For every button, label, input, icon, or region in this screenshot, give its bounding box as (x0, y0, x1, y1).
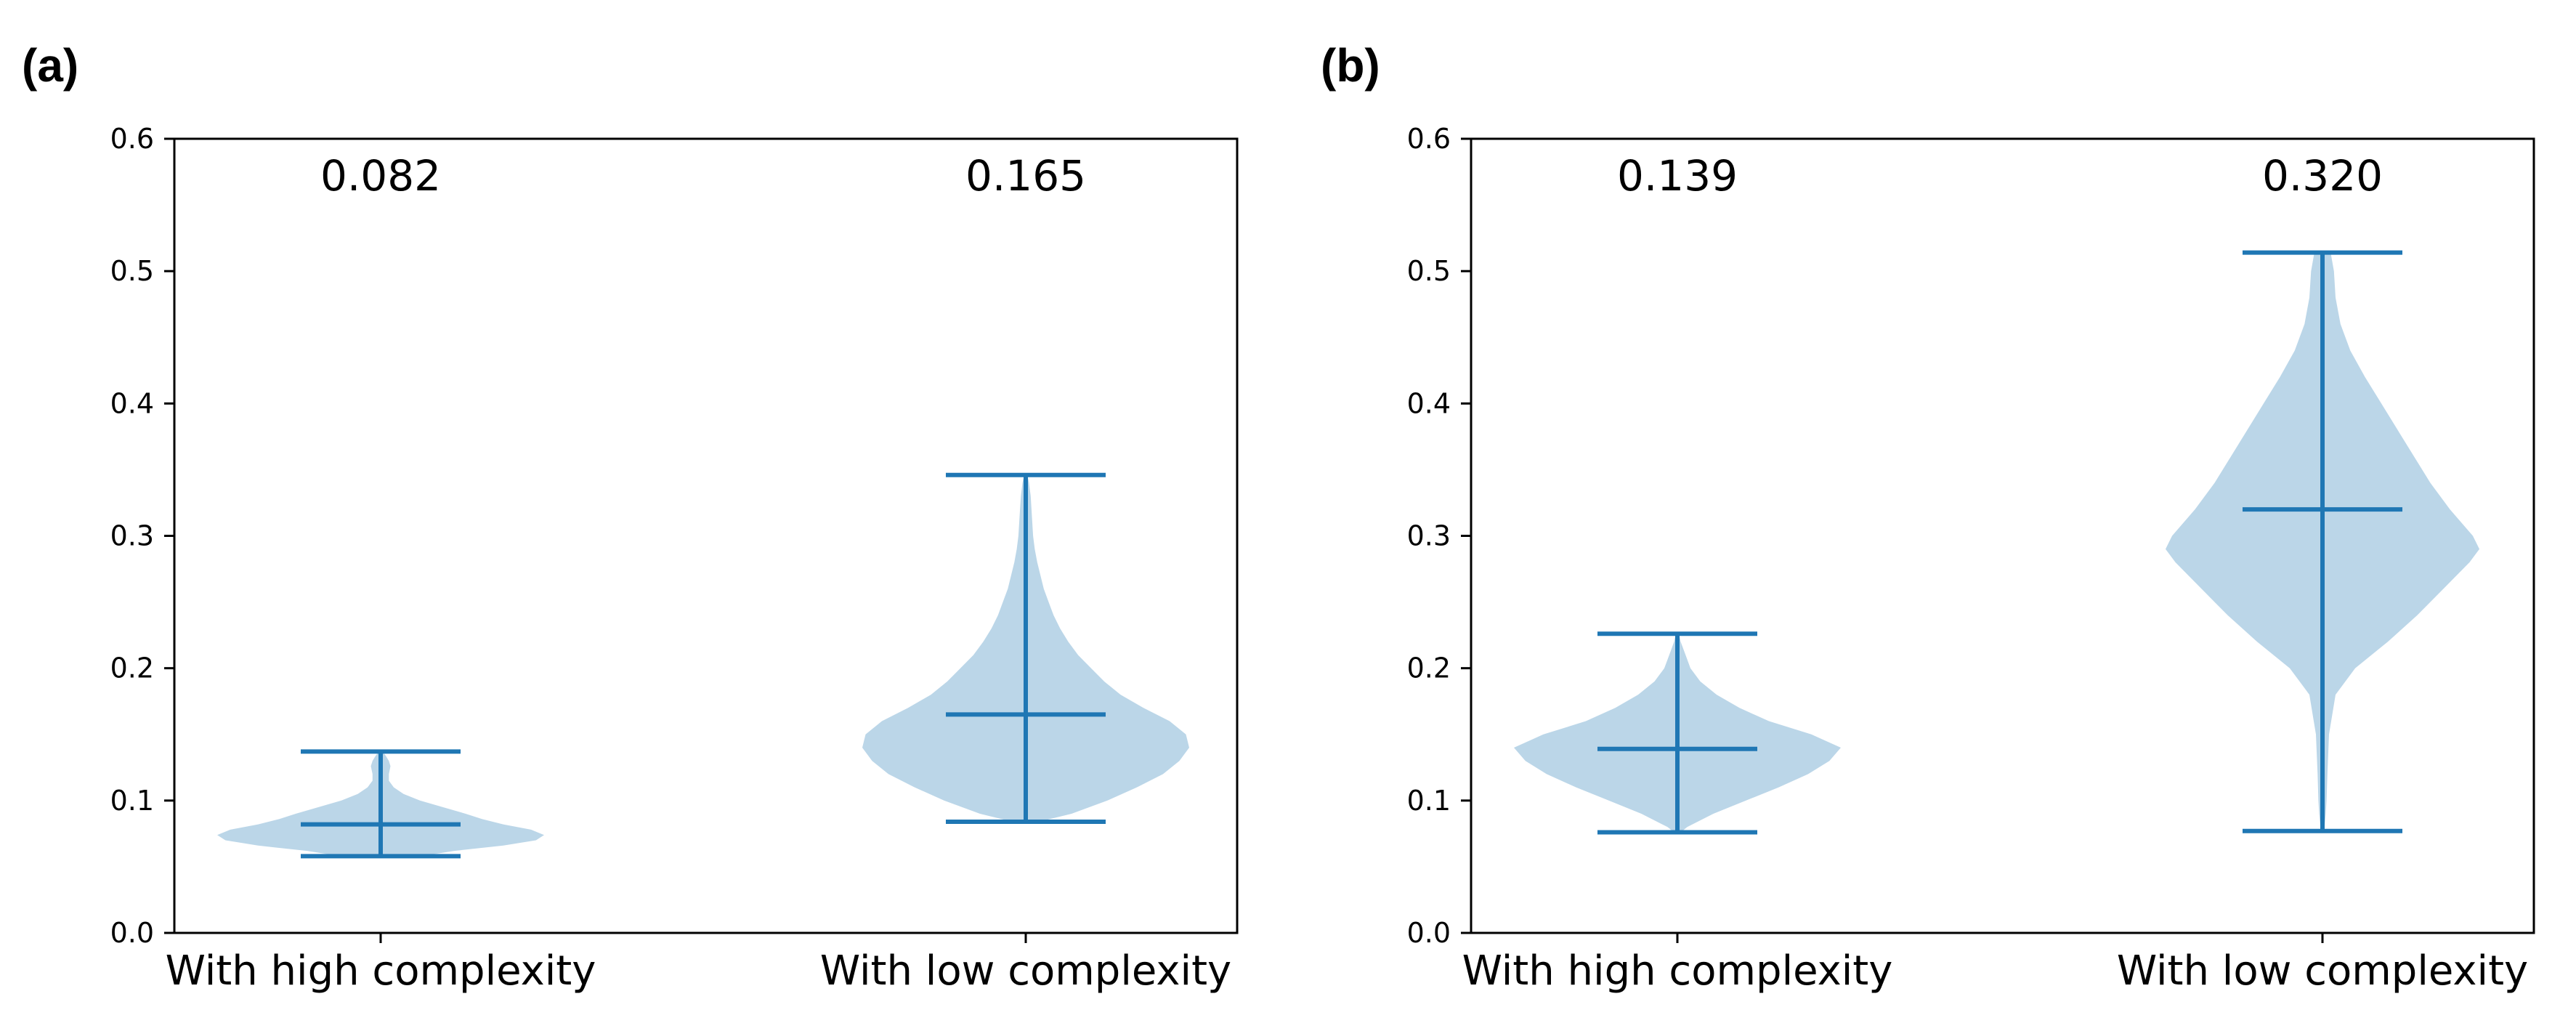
y-tick-label: 0.5 (1407, 255, 1451, 287)
panel-label: (b) (1321, 39, 1380, 92)
plot-frame (1470, 137, 2535, 934)
mean-annotation: 0.165 (965, 151, 1086, 201)
x-tick-label: With low complexity (2117, 947, 2528, 995)
y-tick-label: 0.6 (1407, 123, 1451, 155)
y-tick-label: 0.1 (1407, 785, 1451, 817)
y-tick-label: 0.0 (1407, 917, 1451, 949)
x-tick-label: With high complexity (1462, 947, 1893, 995)
y-tick-label: 0.6 (110, 123, 154, 155)
y-tick-label: 0.2 (110, 652, 154, 684)
y-tick-label: 0.3 (110, 520, 154, 552)
chart-panel-b: (b) 0.139 With high complexity 0.320 With lo… (1321, 39, 2535, 995)
x-tick-label: With low complexity (820, 947, 1231, 995)
y-tick-label: 0.0 (110, 917, 154, 949)
y-tick-label: 0.4 (110, 387, 154, 419)
y-tick-label: 0.2 (1407, 652, 1451, 684)
mean-annotation: 0.320 (2262, 151, 2383, 201)
plot-frame (173, 137, 1239, 934)
panel-label: (a) (22, 39, 78, 92)
chart-panel-a: (a) 0.082 With high complexity 0.165 With lo… (22, 39, 1239, 995)
y-tick-label: 0.1 (110, 785, 154, 817)
mean-annotation: 0.082 (320, 151, 441, 201)
x-tick-label: With high complexity (166, 947, 596, 995)
y-tick-label: 0.4 (1407, 387, 1451, 419)
y-tick-label: 0.3 (1407, 520, 1451, 552)
y-tick-label: 0.5 (110, 255, 154, 287)
mean-annotation: 0.139 (1617, 151, 1738, 201)
